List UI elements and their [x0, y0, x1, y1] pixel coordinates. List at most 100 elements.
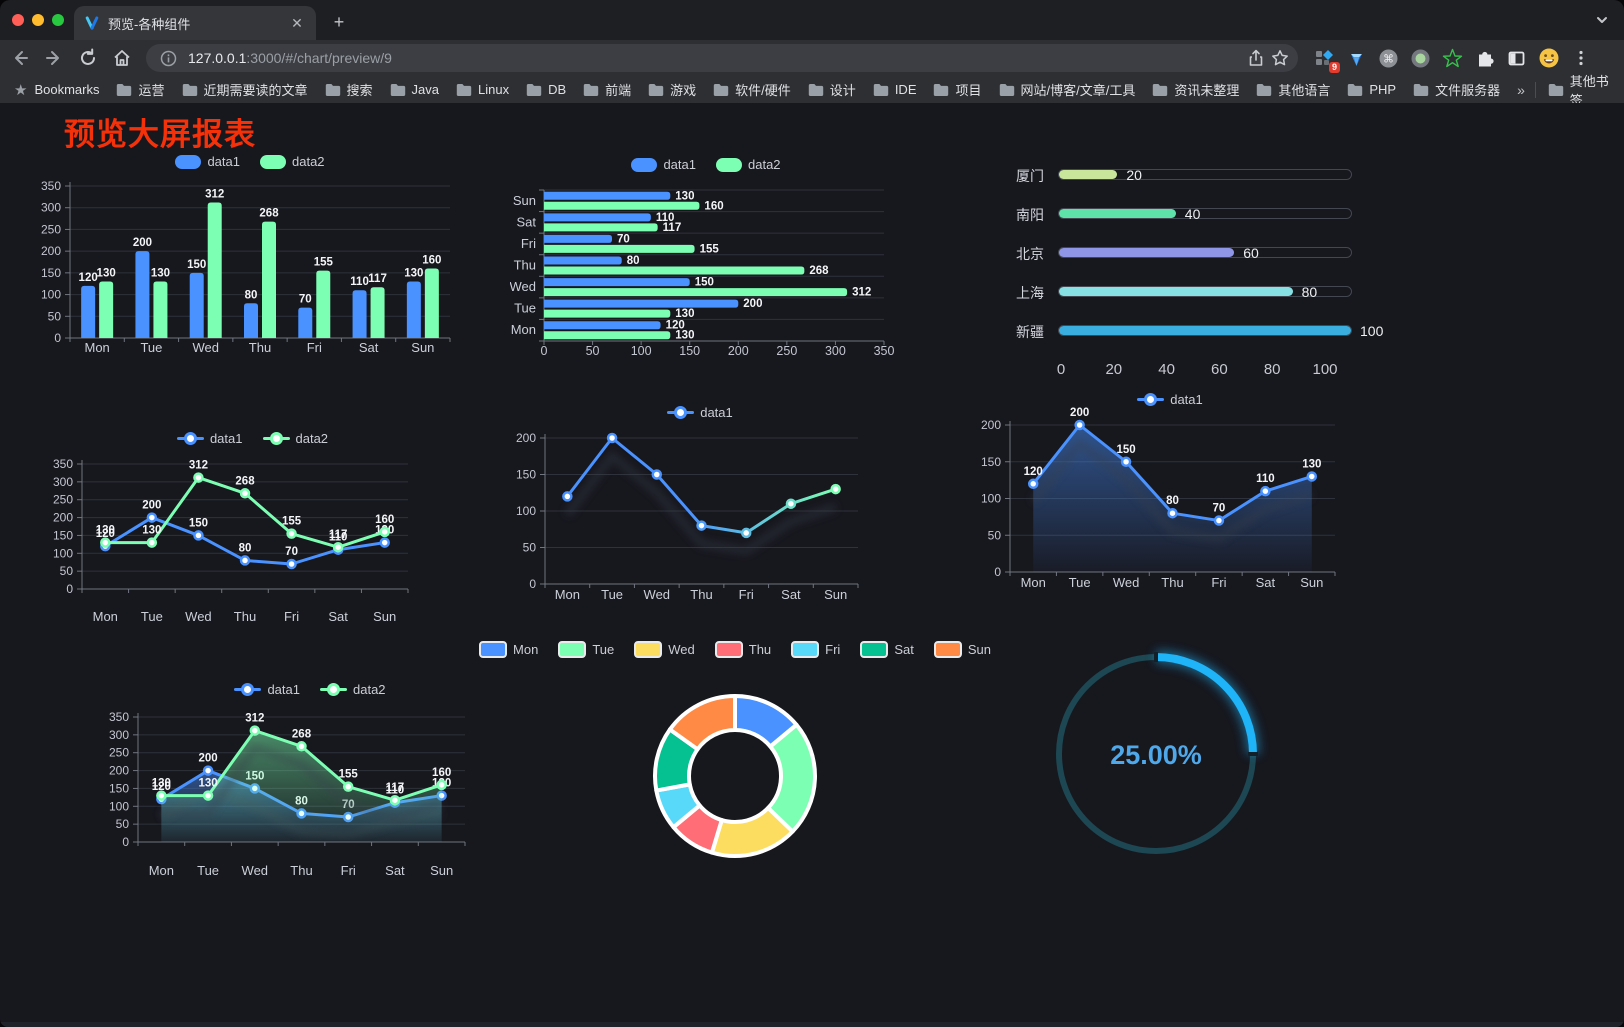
star-extension-icon[interactable] [1440, 46, 1465, 71]
forward-button[interactable] [40, 44, 68, 72]
dot-extension-icon[interactable] [1408, 46, 1433, 71]
bookmark-folder-item[interactable]: 游戏 [648, 80, 696, 99]
new-tab-button[interactable]: + [333, 12, 345, 32]
gauge-chart: 25.00% [1040, 628, 1275, 873]
legend-marker-icon [320, 683, 347, 696]
legend-item-data2[interactable]: data2 [716, 157, 781, 172]
fullscreen-window-button[interactable] [52, 14, 64, 26]
legend-item-Fri[interactable]: Fri [791, 641, 840, 658]
svg-text:Fri: Fri [521, 236, 536, 251]
legend-item-Sat[interactable]: Sat [860, 641, 914, 658]
x-axis-tick-label: 20 [1105, 361, 1123, 378]
svg-text:50: 50 [48, 309, 62, 323]
bookmark-folder-item[interactable]: IDE [873, 82, 916, 97]
chart-legend: data1 data2 [45, 431, 460, 446]
line-chart-canvas: 0 50 100 150 200 Mon Tue Wed Thu Fri Sat Sun [516, 431, 859, 602]
close-window-button[interactable] [12, 14, 24, 26]
proxy-extension-icon[interactable]: 9 [1312, 46, 1340, 73]
progress-fill [1059, 170, 1118, 179]
legend-item-Mon[interactable]: Mon [479, 641, 538, 658]
legend-item-data2[interactable]: data2 [262, 431, 328, 446]
bookmarks-star-icon: ★ [14, 81, 28, 99]
legend-item-data1[interactable]: data1 [176, 431, 243, 446]
home-button[interactable] [108, 44, 136, 72]
line-area-two-chart: data1 data2 0 50 100 150 200 250 300 350 Mon Tue Wed… [100, 660, 520, 898]
back-button[interactable] [6, 44, 34, 72]
command-extension-icon[interactable]: ⌘ [1376, 46, 1401, 71]
bookmarks-manager-item[interactable]: ★ Bookmarks [14, 81, 99, 99]
svg-text:Sat: Sat [328, 609, 348, 624]
svg-text:117: 117 [329, 529, 348, 541]
reload-button[interactable] [74, 44, 102, 72]
gauge-progress [1155, 653, 1257, 755]
svg-text:200: 200 [41, 244, 61, 258]
browser-menu-kebab-icon[interactable] [1568, 46, 1593, 71]
bookmark-folder-item[interactable]: PHP [1347, 82, 1396, 97]
bookmark-folder-item[interactable]: Linux [456, 82, 509, 97]
progress-row-label: 新疆 [1016, 324, 1044, 340]
share-icon[interactable] [1244, 46, 1268, 70]
bookmark-folder-item[interactable]: 文件服务器 [1413, 80, 1500, 99]
tab-search-chevron-icon[interactable] [1592, 10, 1612, 30]
svg-text:250: 250 [41, 222, 61, 236]
bookmarks-overflow-chevron[interactable]: » [1517, 81, 1525, 98]
emoji-extension-icon[interactable] [1536, 46, 1561, 71]
svg-text:Mon: Mon [149, 863, 174, 878]
site-info-icon[interactable] [156, 46, 180, 70]
gem-extension-icon[interactable] [1344, 46, 1369, 71]
svg-text:268: 268 [292, 728, 312, 740]
address-bar[interactable]: 127.0.0.1:3000/#/chart/preview/9 [146, 44, 1298, 72]
legend-item-data2[interactable]: data2 [320, 682, 386, 697]
legend-item-data2[interactable]: data2 [260, 154, 325, 169]
svg-text:150: 150 [981, 455, 1001, 469]
tab-close-icon[interactable]: ✕ [291, 14, 303, 31]
bookmark-folder-item[interactable]: Java [390, 82, 439, 97]
svg-text:155: 155 [314, 257, 334, 269]
extensions-puzzle-icon[interactable] [1472, 46, 1497, 71]
legend-item-Thu[interactable]: Thu [714, 641, 771, 658]
minimize-window-button[interactable] [32, 14, 44, 26]
bookmark-folder-item[interactable]: 其他语言 [1256, 80, 1330, 99]
x-axis-tick-label: 0 [1056, 361, 1066, 378]
legend-item-Tue[interactable]: Tue [558, 641, 614, 658]
bookmark-folder-item[interactable]: 前端 [583, 80, 631, 99]
svg-text:50: 50 [988, 528, 1002, 542]
svg-text:268: 268 [809, 265, 829, 277]
progress-fill [1059, 287, 1293, 296]
url-text: 127.0.0.1:3000/#/chart/preview/9 [188, 50, 1244, 66]
folder-icon [808, 83, 824, 97]
svg-text:130: 130 [675, 308, 694, 320]
svg-text:Sun: Sun [430, 863, 453, 878]
browser-tab[interactable]: 预览-各种组件 ✕ [74, 6, 316, 40]
extensions-area: 9 ⌘ [1312, 46, 1593, 73]
x-axis-tick-label: 80 [1263, 361, 1281, 378]
bookmark-folder-item[interactable]: 资讯未整理 [1152, 80, 1239, 99]
bookmark-folder-item[interactable]: 搜索 [325, 80, 373, 99]
svg-text:268: 268 [259, 208, 279, 220]
bookmark-star-icon[interactable] [1268, 46, 1292, 70]
bookmark-folder-label: PHP [1369, 82, 1397, 97]
panel-toggle-icon[interactable] [1504, 46, 1529, 71]
legend-item-Sun[interactable]: Sun [933, 641, 991, 658]
bookmark-folder-item[interactable]: 网站/博客/文章/工具 [999, 80, 1135, 99]
legend-item-data1[interactable]: data1 [631, 157, 696, 172]
dashboard-page: 预览大屏报表 data1 data2 0 50 100 150 200 250 300 350 Mo… [0, 103, 1624, 1027]
svg-text:Wed: Wed [644, 587, 671, 602]
bookmark-folder-item[interactable]: 设计 [808, 80, 856, 99]
progress-track: 100 [1058, 323, 1383, 339]
legend-item-Wed[interactable]: Wed [634, 641, 695, 658]
bookmark-folder-label: 资讯未整理 [1174, 83, 1240, 98]
legend-item-data1[interactable]: data1 [667, 405, 733, 420]
bookmark-folder-item[interactable]: 近期需要读的文章 [182, 80, 308, 99]
svg-text:Sat: Sat [359, 340, 379, 355]
bookmark-folder-item[interactable]: DB [526, 82, 566, 97]
legend-item-data1[interactable]: data1 [234, 682, 300, 697]
svg-text:Wed: Wed [185, 609, 212, 624]
svg-text:200: 200 [133, 237, 152, 249]
legend-item-data1[interactable]: data1 [175, 154, 240, 169]
legend-item-data1[interactable]: data1 [1137, 392, 1203, 407]
bookmark-folder-item[interactable]: 项目 [933, 80, 982, 99]
svg-text:117: 117 [386, 782, 405, 794]
bookmark-folder-item[interactable]: 运营 [116, 80, 165, 99]
bookmark-folder-item[interactable]: 软件/硬件 [713, 80, 791, 99]
